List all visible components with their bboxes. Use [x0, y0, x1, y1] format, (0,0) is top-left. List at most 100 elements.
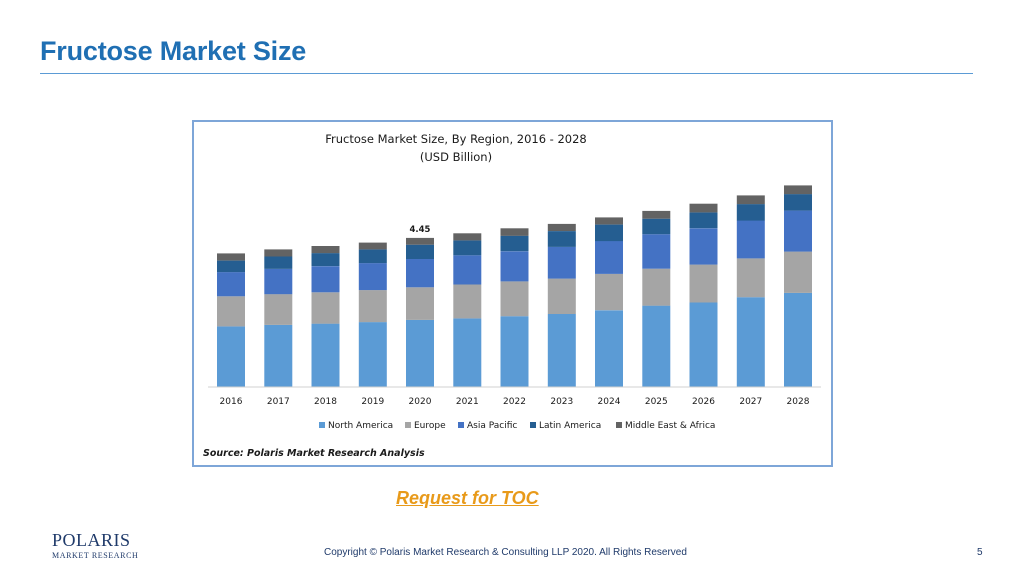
bar-segment-2028-0 — [784, 292, 812, 387]
data-label-2020: 4.45 — [410, 225, 431, 235]
bar-segment-2016-0 — [217, 326, 245, 387]
bar-segment-2016-4 — [217, 253, 245, 261]
bar-segment-2024-2 — [595, 241, 623, 274]
bar-segment-2021-2 — [453, 255, 482, 285]
title-divider — [40, 73, 973, 74]
bar-segment-2022-1 — [500, 281, 529, 317]
bar-segment-2026-4 — [689, 203, 718, 213]
legend-swatch-0 — [319, 422, 325, 428]
request-toc-link[interactable]: Request for TOC — [396, 488, 539, 508]
logo-subtitle: MARKET RESEARCH — [52, 551, 139, 560]
bar-segment-2018-0 — [311, 323, 340, 387]
bar-segment-2024-3 — [595, 224, 623, 242]
bar-segment-2021-1 — [453, 284, 482, 319]
bar-segment-2027-1 — [736, 258, 765, 298]
bar-segment-2017-1 — [264, 294, 293, 325]
bar-segment-2017-2 — [264, 269, 293, 295]
bar-segment-2028-1 — [784, 251, 812, 293]
bar-segment-2027-4 — [736, 195, 765, 205]
bar-segment-2018-4 — [311, 246, 340, 254]
bar-segment-2016-1 — [217, 296, 245, 327]
bar-series-group — [217, 185, 812, 387]
bar-segment-2027-2 — [736, 220, 765, 259]
chart-source-note: Source: Polaris Market Research Analysis — [203, 448, 425, 459]
bar-segment-2016-2 — [217, 272, 245, 297]
legend-label-1: Europe — [414, 421, 446, 431]
chart-legend: North America Europe Asia Pacific Latin Ame… — [319, 421, 715, 431]
bar-segment-2026-0 — [689, 302, 718, 387]
bar-segment-2018-1 — [311, 292, 340, 324]
copyright-text: Copyright © Polaris Market Research & Co… — [324, 547, 687, 558]
legend-label-4: Middle East & Africa — [625, 421, 715, 431]
legend-swatch-1 — [405, 422, 411, 428]
bar-segment-2023-0 — [547, 314, 576, 387]
bar-segment-2023-3 — [547, 231, 576, 247]
bar-segment-2025-1 — [642, 268, 671, 306]
x-tick-label-2020: 2020 — [409, 397, 432, 407]
bar-segment-2019-1 — [358, 290, 387, 323]
polaris-logo: POLARIS MARKET RESEARCH — [52, 530, 138, 564]
bar-segment-2028-2 — [784, 210, 812, 252]
x-tick-label-2016: 2016 — [220, 397, 243, 407]
bar-segment-2023-1 — [547, 278, 576, 314]
bar-segment-2020-4 — [406, 237, 434, 245]
bar-segment-2023-2 — [547, 246, 576, 279]
bar-segment-2017-0 — [264, 324, 293, 387]
page-number: 5 — [977, 547, 983, 558]
bar-segment-2025-4 — [642, 210, 671, 219]
chart-title: Fructose Market Size, By Region, 2016 - … — [325, 132, 587, 146]
bar-segment-2027-0 — [736, 297, 765, 387]
bar-segment-2022-0 — [500, 316, 529, 387]
x-tick-label-2017: 2017 — [267, 397, 290, 407]
bar-segment-2025-0 — [642, 305, 671, 387]
legend-label-2: Asia Pacific — [467, 421, 517, 431]
bar-segment-2026-2 — [689, 228, 718, 265]
bar-segment-2018-2 — [311, 266, 340, 293]
chart-annotations: 4.45 — [410, 225, 431, 235]
x-tick-label-2018: 2018 — [314, 397, 337, 407]
legend-label-3: Latin America — [539, 421, 601, 431]
legend-swatch-2 — [458, 422, 464, 428]
bar-segment-2021-0 — [453, 318, 482, 387]
bar-segment-2022-4 — [500, 228, 529, 236]
bar-segment-2020-3 — [406, 244, 434, 259]
x-tick-labels: 2016 2017 2018 2019 2020 2021 2022 2023 2024 2025… — [220, 397, 810, 407]
logo-name: POLARIS — [52, 530, 131, 550]
bar-segment-2018-3 — [311, 253, 340, 267]
stacked-bar-chart: Fructose Market Size, By Region, 2016 - … — [208, 132, 821, 431]
bar-segment-2023-4 — [547, 223, 576, 231]
bar-segment-2019-2 — [358, 263, 387, 291]
bar-segment-2028-4 — [784, 185, 812, 195]
bar-segment-2016-3 — [217, 260, 245, 273]
bar-segment-2026-1 — [689, 264, 718, 303]
bar-segment-2017-3 — [264, 256, 293, 269]
legend-swatch-4 — [616, 422, 622, 428]
bar-segment-2028-3 — [784, 194, 812, 211]
bar-segment-2020-0 — [406, 319, 434, 387]
x-tick-label-2022: 2022 — [503, 397, 526, 407]
x-tick-label-2024: 2024 — [598, 397, 621, 407]
x-tick-label-2025: 2025 — [645, 397, 668, 407]
bar-segment-2021-4 — [453, 233, 482, 241]
bar-segment-2017-4 — [264, 249, 293, 257]
bar-segment-2024-4 — [595, 217, 623, 225]
bar-segment-2024-1 — [595, 273, 623, 311]
bar-segment-2022-3 — [500, 235, 529, 252]
x-tick-label-2021: 2021 — [456, 397, 479, 407]
bar-segment-2022-2 — [500, 251, 529, 282]
x-tick-label-2026: 2026 — [692, 397, 715, 407]
legend-label-0: North America — [328, 421, 393, 431]
legend-swatch-3 — [530, 422, 536, 428]
bar-segment-2019-4 — [358, 242, 387, 250]
bar-segment-2025-3 — [642, 218, 671, 235]
bar-segment-2019-3 — [358, 249, 387, 264]
x-tick-label-2027: 2027 — [739, 397, 762, 407]
bar-segment-2027-3 — [736, 204, 765, 221]
bar-segment-2021-3 — [453, 240, 482, 256]
bar-segment-2019-0 — [358, 322, 387, 387]
bar-segment-2024-0 — [595, 310, 623, 387]
bar-segment-2020-2 — [406, 259, 434, 288]
page-title: Fructose Market Size — [40, 36, 307, 66]
chart-subtitle: (USD Billion) — [420, 150, 492, 164]
chart-frame: Fructose Market Size, By Region, 2016 - … — [192, 120, 833, 467]
